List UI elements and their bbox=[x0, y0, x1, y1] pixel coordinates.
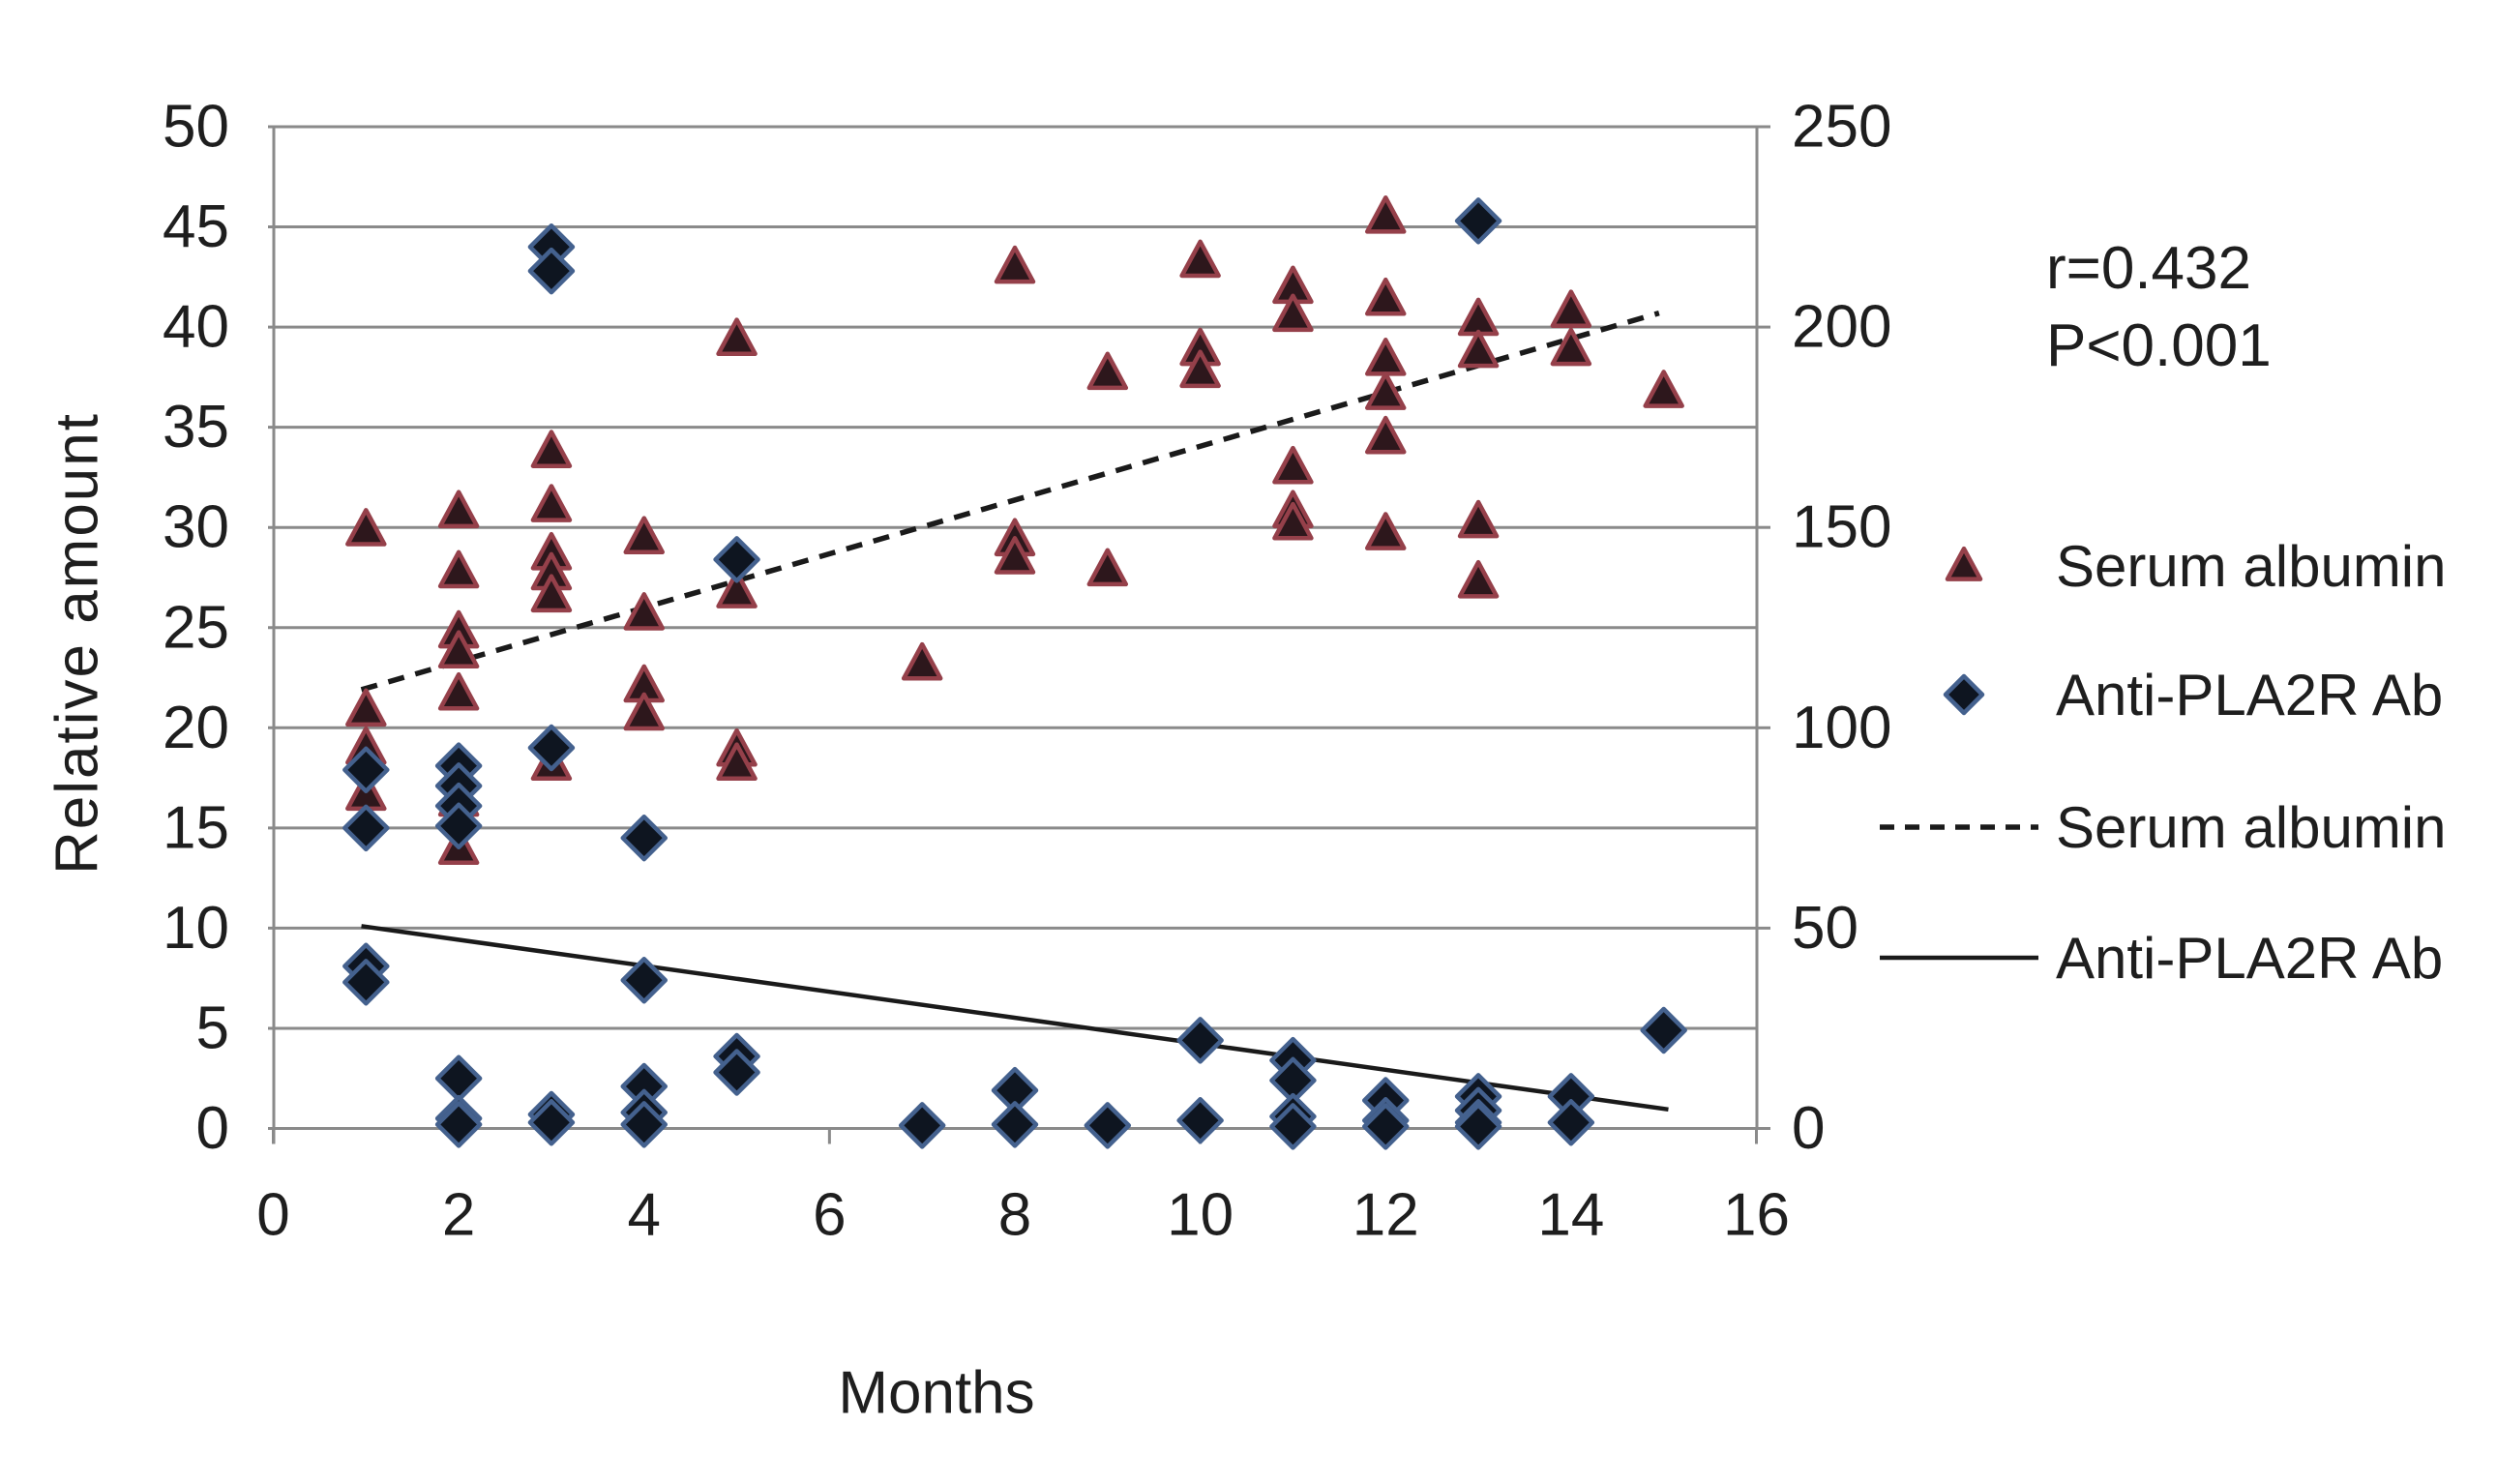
pla2r-point bbox=[1362, 1103, 1410, 1150]
x-axis-tick-label: 0 bbox=[256, 1182, 289, 1249]
pla2r-point bbox=[620, 956, 668, 1004]
albumin-point bbox=[1457, 499, 1500, 539]
pla2r-point bbox=[434, 1054, 483, 1102]
albumin-point bbox=[994, 245, 1036, 284]
albumin-point bbox=[716, 317, 758, 356]
y-axis-left-tick-label: 10 bbox=[163, 895, 229, 962]
albumin-point bbox=[1457, 559, 1500, 599]
albumin-point bbox=[1457, 297, 1500, 337]
y-axis-left-tick-label: 45 bbox=[163, 193, 229, 260]
albumin-point bbox=[901, 641, 943, 681]
albumin-point bbox=[994, 536, 1036, 575]
x-axis-tick-label: 2 bbox=[442, 1182, 475, 1249]
albumin-point bbox=[716, 742, 758, 782]
pla2r-point bbox=[1547, 1099, 1595, 1146]
pla2r-point bbox=[1269, 1103, 1317, 1150]
pla2r-point bbox=[434, 1101, 483, 1148]
albumin-point bbox=[623, 516, 665, 555]
pla2r-point bbox=[898, 1102, 946, 1149]
albumin-point bbox=[623, 692, 665, 731]
pla2r-point bbox=[1454, 197, 1502, 245]
albumin-point bbox=[1643, 370, 1684, 408]
correlation-p-value: P<0.001 bbox=[2046, 312, 2272, 379]
pla2r-point bbox=[620, 814, 668, 862]
albumin-point bbox=[1550, 327, 1592, 367]
albumin-point bbox=[530, 430, 573, 468]
albumin-point bbox=[345, 508, 387, 547]
x-axis-tick-label: 4 bbox=[628, 1182, 661, 1249]
pla2r-point bbox=[1176, 1017, 1224, 1064]
x-axis-title: Months bbox=[838, 1359, 1035, 1427]
x-axis-tick-label: 12 bbox=[1353, 1182, 1419, 1249]
pla2r-point bbox=[527, 724, 576, 772]
albumin-point bbox=[1272, 293, 1314, 333]
x-axis-tick-label: 16 bbox=[1723, 1182, 1790, 1249]
albumin-point bbox=[1179, 349, 1221, 389]
pla2r-point bbox=[1454, 1103, 1502, 1150]
y-axis-left-tick-label: 50 bbox=[163, 94, 229, 161]
y-axis-left-tick-label: 20 bbox=[163, 695, 229, 761]
x-axis-tick-label: 14 bbox=[1537, 1182, 1604, 1249]
pla2r-point bbox=[991, 1101, 1039, 1148]
y-axis-left-tick-label: 40 bbox=[163, 294, 229, 361]
albumin-point bbox=[1550, 289, 1592, 328]
y-axis-right-tick-label: 250 bbox=[1792, 94, 1891, 161]
albumin-point bbox=[1365, 194, 1407, 234]
y-axis-left-tick-label: 35 bbox=[163, 394, 229, 460]
albumin-point bbox=[530, 484, 573, 522]
albumin-point bbox=[1272, 501, 1314, 541]
y-axis-left-tick-label: 5 bbox=[196, 994, 229, 1061]
pla2r-point bbox=[1084, 1102, 1132, 1149]
albumin-point bbox=[1457, 329, 1500, 369]
pla2r-point bbox=[713, 1049, 760, 1096]
albumin-point bbox=[437, 490, 480, 529]
x-axis-tick-label: 10 bbox=[1167, 1182, 1234, 1249]
y-axis-right-tick-label: 100 bbox=[1792, 695, 1891, 761]
correlation-r-value: r=0.432 bbox=[2046, 235, 2252, 302]
y-axis-left-tick-label: 15 bbox=[163, 794, 229, 861]
pla2r-point bbox=[713, 536, 760, 583]
pla2r-point bbox=[620, 1101, 668, 1148]
albumin-point bbox=[437, 671, 480, 711]
pla2r-point bbox=[342, 746, 390, 794]
albumin-point bbox=[530, 574, 573, 613]
pla2r-point bbox=[434, 802, 483, 850]
albumin-point bbox=[1365, 371, 1407, 410]
pla2r-point bbox=[1176, 1096, 1224, 1144]
y-axis-right-tick-label: 50 bbox=[1792, 895, 1858, 962]
albumin-point bbox=[623, 592, 665, 631]
albumin-point bbox=[1365, 512, 1407, 550]
y-axis-left-tick-label: 25 bbox=[163, 594, 229, 661]
albumin-point bbox=[1179, 239, 1221, 279]
y-axis-right-tick-label: 200 bbox=[1792, 294, 1891, 361]
albumin-point bbox=[437, 549, 480, 589]
albumin-point bbox=[1365, 277, 1407, 316]
y-axis-left-tick-label: 30 bbox=[163, 494, 229, 561]
albumin-point bbox=[437, 630, 480, 669]
y-axis-title: Relative amount bbox=[44, 411, 111, 876]
pla2r-point bbox=[527, 247, 576, 295]
y-axis-right-tick-label: 0 bbox=[1792, 1095, 1825, 1162]
pla2r-point bbox=[342, 959, 390, 1006]
albumin-point bbox=[345, 688, 387, 727]
albumin-point bbox=[1086, 548, 1129, 587]
albumin-point bbox=[1272, 445, 1314, 485]
pla2r-point bbox=[527, 1099, 576, 1146]
y-axis-right-tick-label: 150 bbox=[1792, 494, 1891, 561]
albumin-trendline bbox=[360, 310, 1660, 693]
albumin-point bbox=[1086, 351, 1129, 391]
albumin-point bbox=[716, 570, 758, 608]
x-axis-tick-label: 8 bbox=[998, 1182, 1031, 1249]
pla2r-point bbox=[1640, 1006, 1687, 1054]
x-axis-tick-label: 6 bbox=[813, 1182, 846, 1249]
pla2r-trendline bbox=[361, 924, 1669, 1113]
correlation-annotation: r=0.432 P<0.001 bbox=[2046, 230, 2272, 385]
albumin-point bbox=[1365, 415, 1407, 455]
y-axis-left-tick-label: 0 bbox=[196, 1095, 229, 1162]
albumin-point bbox=[1365, 338, 1407, 376]
pla2r-point bbox=[342, 804, 390, 852]
